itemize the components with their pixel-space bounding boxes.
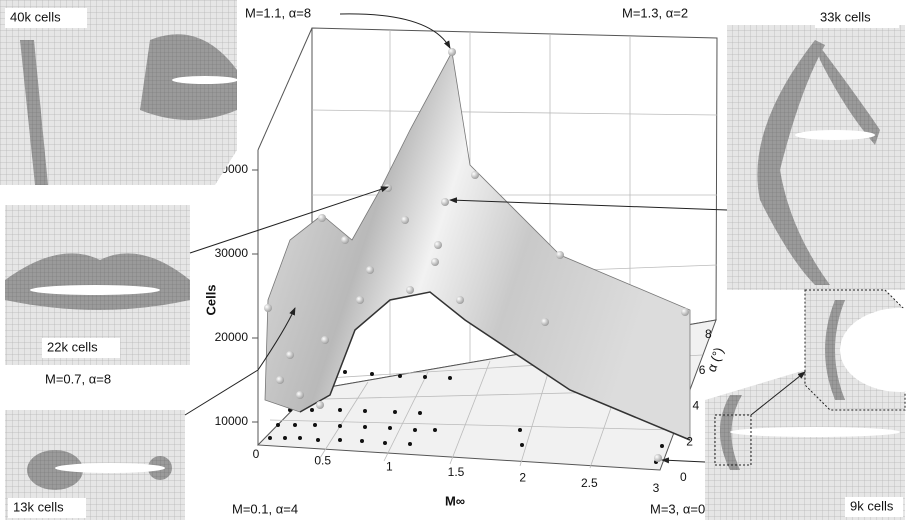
alpha-tick-label: 4: [693, 399, 700, 413]
z-tick-label: 10000: [215, 414, 249, 428]
x-tick-label: 1.5: [448, 465, 465, 479]
inset-13k: 13k cells: [5, 410, 185, 520]
arrow: [339, 13, 451, 49]
x-tick-label: 2: [519, 471, 526, 485]
inset-22k: 22k cells: [5, 205, 190, 365]
plot-3d: [256, 27, 718, 471]
x-tick-label: 0: [253, 447, 260, 461]
arrow: [449, 197, 728, 211]
z-tick-label: 30000: [215, 246, 249, 260]
box-edge: [257, 27, 313, 151]
z-tick-label: 20000: [215, 330, 249, 344]
inset-caption: M=3, α=0: [650, 501, 705, 516]
x-tick-label: 3: [653, 481, 660, 495]
arrow: [661, 457, 706, 464]
z-axis-label: Cells: [203, 284, 218, 315]
inset-label: 22k cells: [47, 339, 98, 354]
inset-label: 13k cells: [13, 499, 64, 514]
x-tick-label: 2.5: [581, 476, 598, 490]
sample-points: [264, 48, 689, 462]
inset-40k: 40k cells: [0, 0, 238, 185]
x-axis-label: M∞: [445, 493, 465, 508]
inset-caption: M=1.1, α=8: [245, 5, 311, 20]
alpha-tick-label: 8: [705, 327, 712, 341]
inset-33k: 33k cells: [727, 8, 905, 290]
x-tick-label: 1: [386, 459, 393, 473]
surface-base: [299, 291, 691, 441]
alpha-tick-label: 0: [680, 470, 687, 484]
inset-label: 40k cells: [10, 9, 61, 24]
alpha-tick-label: 6: [699, 363, 706, 377]
inset-label: 9k cells: [850, 498, 894, 513]
inset-caption: M=0.7, α=8: [45, 371, 111, 386]
leader: [184, 369, 259, 416]
inset-caption: M=1.3, α=2: [622, 5, 688, 20]
x-tick-label: 0.5: [314, 453, 331, 467]
inset-label: 33k cells: [820, 9, 871, 24]
alpha-tick-label: 2: [686, 434, 693, 448]
arrow: [189, 186, 389, 254]
inset-9k: 9k cells: [705, 289, 910, 520]
arrow: [257, 307, 296, 371]
inset-caption: M=0.1, α=4: [232, 501, 298, 516]
y-axis-label: α (°): [704, 345, 727, 374]
